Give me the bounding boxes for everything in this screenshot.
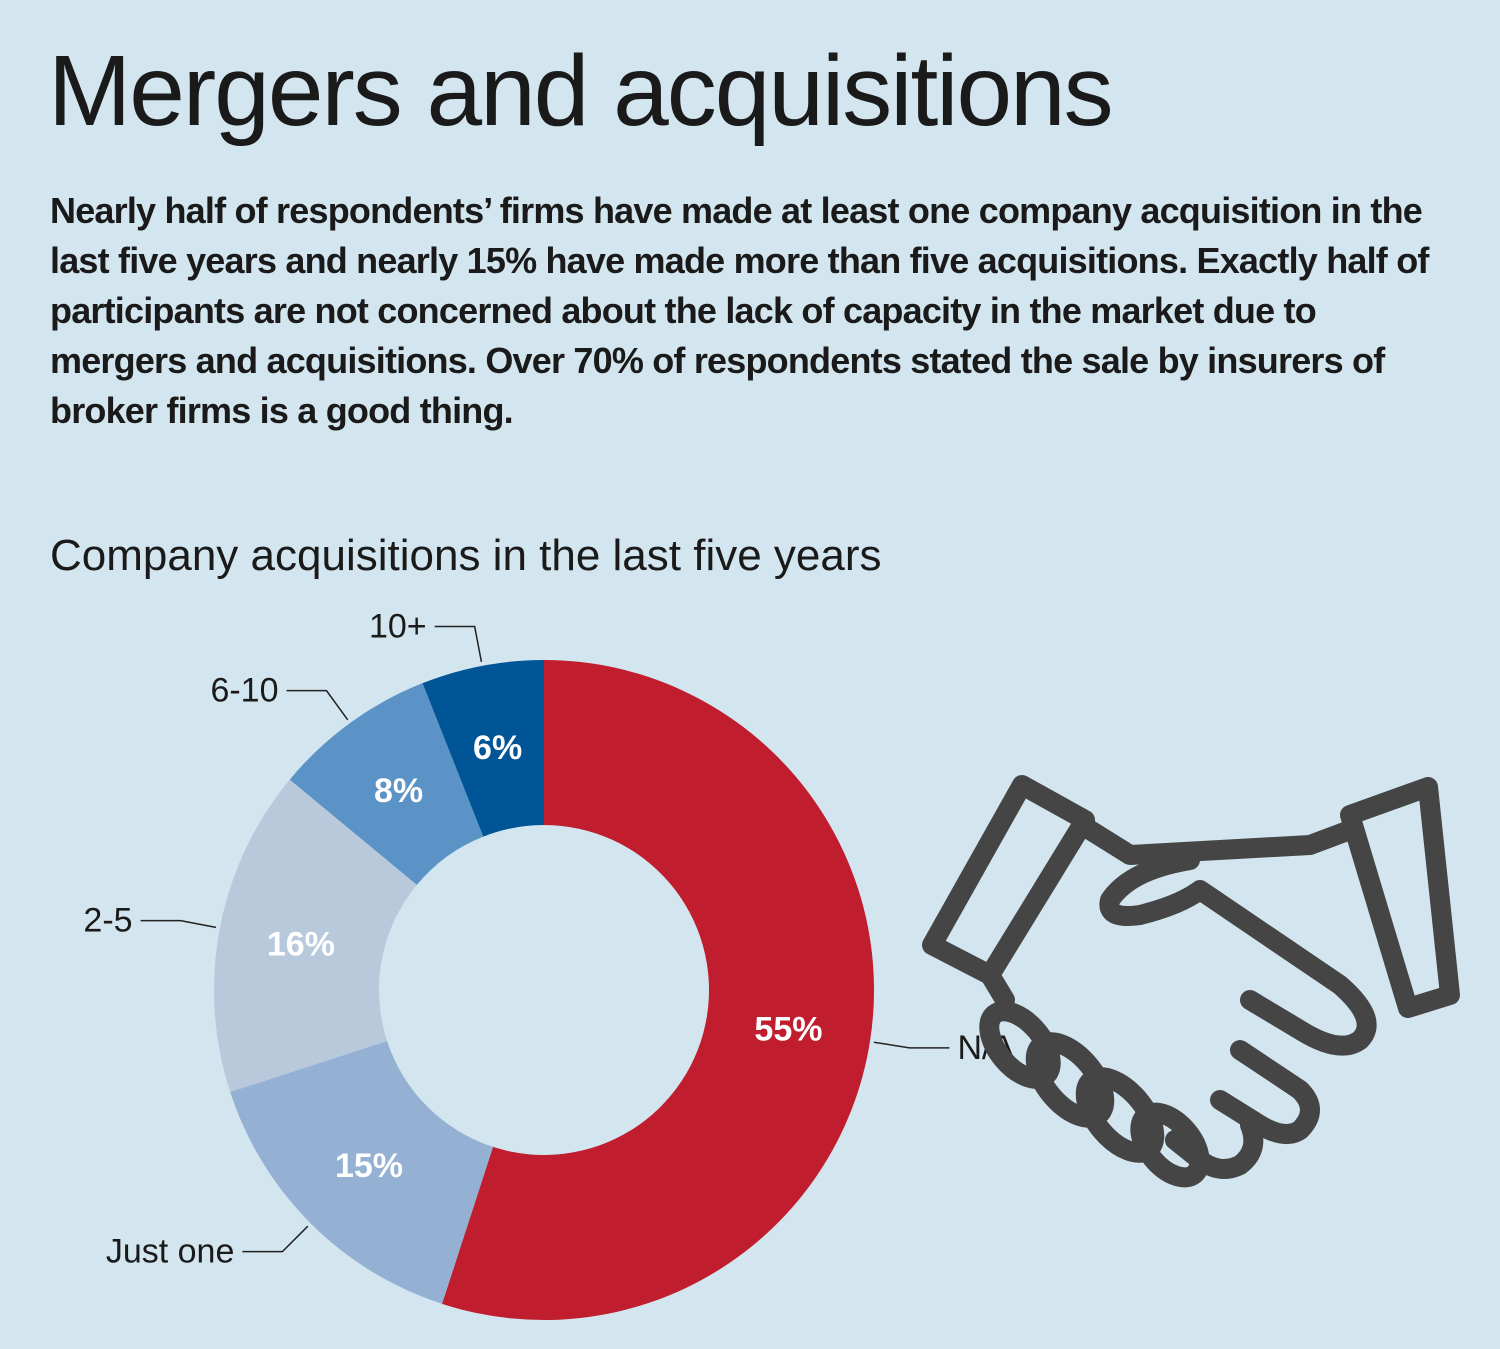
slice-value-label: 55% bbox=[754, 1011, 822, 1049]
chart-title: Company acquisitions in the last five ye… bbox=[50, 531, 882, 580]
leader-line bbox=[140, 919, 217, 929]
category-label: 10+ bbox=[369, 608, 427, 646]
intro-text: Nearly half of respondents’ firms have m… bbox=[50, 190, 1429, 431]
leader-line bbox=[434, 625, 483, 663]
category-label: Just one bbox=[106, 1233, 235, 1271]
leader-line bbox=[242, 1225, 309, 1253]
category-label: 2-5 bbox=[83, 902, 132, 940]
leader-line bbox=[286, 689, 349, 721]
leader-line bbox=[873, 1041, 950, 1049]
slice-value-label: 6% bbox=[473, 729, 522, 767]
donut-slice-just-one bbox=[230, 1040, 494, 1304]
page-title: Mergers and acquisitions bbox=[48, 35, 1114, 147]
slice-value-label: 16% bbox=[267, 926, 335, 964]
donut-slice-n-a bbox=[442, 660, 875, 1320]
category-label: 6-10 bbox=[210, 672, 278, 710]
donut-slice-6-10 bbox=[289, 683, 484, 885]
donut-slice-10- bbox=[422, 660, 544, 837]
donut-slice-2-5 bbox=[214, 779, 417, 1092]
slice-value-label: 8% bbox=[374, 772, 423, 810]
slice-value-label: 15% bbox=[335, 1147, 403, 1185]
category-label: N/A bbox=[957, 1029, 1014, 1067]
